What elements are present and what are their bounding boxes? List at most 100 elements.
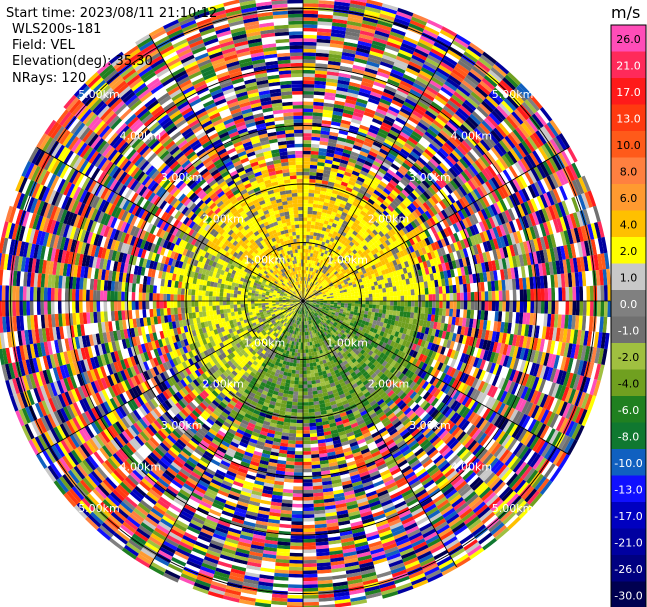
velocity-cell <box>315 218 321 223</box>
velocity-cell <box>350 121 361 128</box>
velocity-cell <box>315 294 319 297</box>
velocity-cell <box>372 202 380 209</box>
velocity-cell <box>344 261 349 266</box>
velocity-cell <box>313 264 317 269</box>
velocity-cell <box>588 270 594 286</box>
velocity-cell <box>356 134 366 141</box>
velocity-cell <box>549 138 561 154</box>
velocity-cell <box>603 301 608 317</box>
velocity-cell <box>326 277 330 282</box>
velocity-cell <box>303 73 315 78</box>
velocity-cell <box>377 104 389 113</box>
velocity-cell <box>512 301 517 313</box>
velocity-cell <box>327 255 332 261</box>
velocity-cell <box>303 294 305 299</box>
velocity-cell <box>337 301 342 303</box>
velocity-cell <box>459 105 472 117</box>
velocity-cell <box>342 48 357 55</box>
velocity-cell <box>464 181 474 193</box>
velocity-cell <box>343 307 348 311</box>
velocity-cell <box>437 132 449 143</box>
velocity-cell <box>589 285 594 301</box>
velocity-cell <box>304 295 307 299</box>
velocity-cell <box>328 280 332 285</box>
velocity-cell <box>331 193 338 199</box>
velocity-cell <box>368 225 375 232</box>
velocity-cell <box>351 238 357 244</box>
velocity-cell <box>542 222 550 236</box>
velocity-cell <box>394 157 404 166</box>
velocity-cell <box>427 244 434 253</box>
velocity-cell <box>478 221 486 232</box>
velocity-cell <box>346 277 351 282</box>
velocity-cell <box>552 136 564 153</box>
velocity-cell <box>309 281 312 286</box>
velocity-cell <box>440 247 446 256</box>
velocity-cell <box>424 210 432 220</box>
velocity-cell <box>582 301 587 316</box>
velocity-cell <box>469 203 478 214</box>
velocity-cell <box>367 240 374 247</box>
velocity-cell <box>303 147 312 151</box>
velocity-cell <box>459 57 474 69</box>
velocity-cell <box>407 64 421 74</box>
velocity-cell <box>399 250 406 257</box>
velocity-cell <box>398 83 412 92</box>
velocity-cell <box>330 226 336 231</box>
velocity-cell <box>451 316 456 326</box>
velocity-cell <box>487 132 499 145</box>
velocity-cell <box>493 144 505 157</box>
velocity-cell <box>467 265 473 275</box>
velocity-cell <box>471 162 482 174</box>
velocity-cell <box>373 241 380 248</box>
velocity-cell <box>413 107 425 116</box>
velocity-cell <box>515 144 527 158</box>
velocity-cell <box>333 304 338 307</box>
velocity-cell <box>505 245 512 258</box>
velocity-cell <box>556 232 564 247</box>
velocity-cell <box>356 192 365 199</box>
velocity-cell <box>305 299 310 301</box>
velocity-cell <box>340 239 346 245</box>
velocity-cell <box>327 243 332 249</box>
velocity-cell <box>316 49 330 54</box>
velocity-cell <box>423 88 437 99</box>
velocity-cell <box>502 197 511 210</box>
velocity-cell <box>381 3 399 12</box>
velocity-cell <box>450 324 455 333</box>
velocity-cell <box>326 268 331 273</box>
velocity-cell <box>475 199 484 211</box>
velocity-cell <box>429 158 440 168</box>
velocity-cell <box>472 318 477 329</box>
velocity-cell <box>472 175 483 187</box>
velocity-cell <box>348 158 357 164</box>
velocity-cell <box>508 220 517 233</box>
velocity-cell <box>368 127 379 135</box>
velocity-cell <box>304 263 307 267</box>
velocity-cell <box>312 390 318 395</box>
velocity-cell <box>543 142 555 158</box>
velocity-cell <box>339 242 344 248</box>
velocity-cell <box>421 247 427 255</box>
velocity-cell <box>529 349 536 363</box>
velocity-cell <box>379 98 392 106</box>
velocity-cell <box>319 295 323 298</box>
velocity-cell <box>504 135 516 149</box>
velocity-cell <box>332 110 343 117</box>
velocity-cell <box>423 313 429 321</box>
velocity-cell <box>372 160 382 168</box>
velocity-cell <box>340 58 354 65</box>
velocity-cell <box>341 55 355 62</box>
velocity-cell <box>364 236 371 243</box>
velocity-cell <box>327 260 332 265</box>
velocity-cell <box>316 214 322 220</box>
velocity-cell <box>515 176 525 190</box>
velocity-cell <box>446 226 454 236</box>
velocity-cell <box>472 273 477 284</box>
velocity-cell <box>322 305 327 308</box>
velocity-cell <box>394 59 409 68</box>
velocity-cell <box>366 210 374 217</box>
velocity-cell <box>358 201 366 208</box>
velocity-cell <box>354 182 362 189</box>
velocity-cell <box>461 317 467 327</box>
